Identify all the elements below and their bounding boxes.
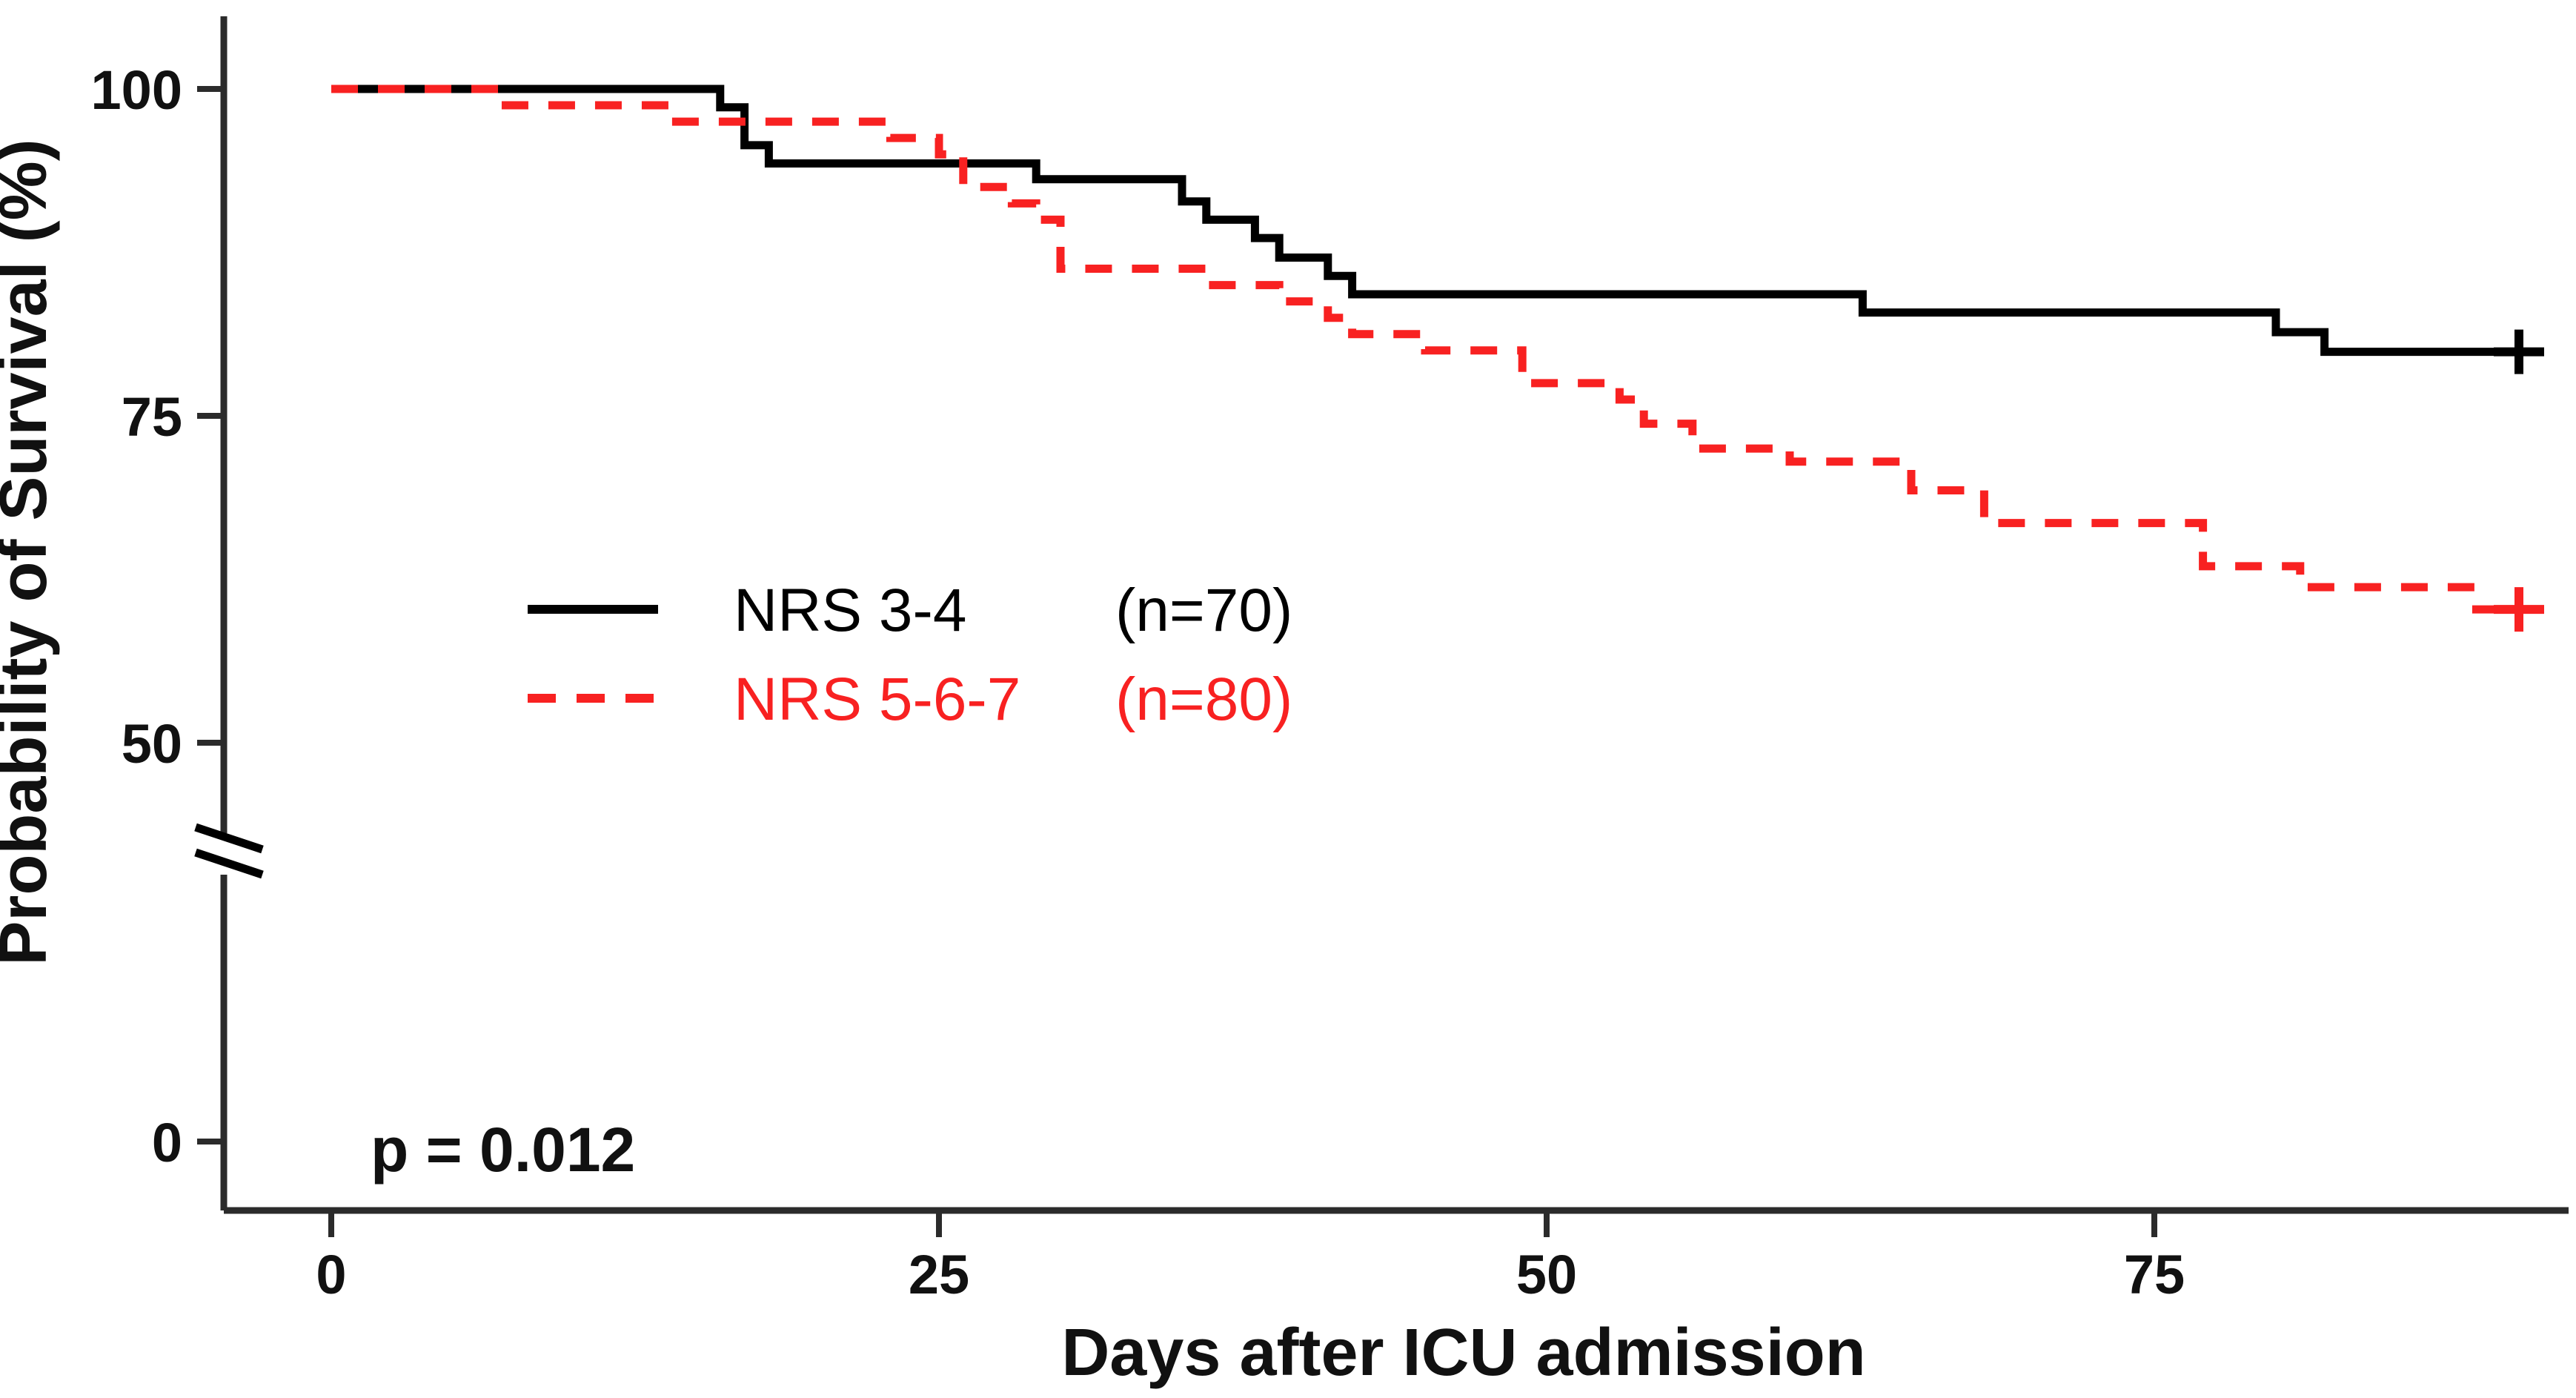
axis-break-slash-2 <box>194 848 264 879</box>
y-tick-label-50: 50 <box>122 713 182 775</box>
x-tick-label-25: 25 <box>909 1244 969 1305</box>
legend-count-nrs567: (n=80) <box>1115 666 1292 733</box>
x-tick-label-75: 75 <box>2124 1244 2185 1305</box>
y-axis-title: Probability of Survival (%) <box>0 139 61 965</box>
y-tick-label-0: 0 <box>152 1112 182 1173</box>
censor-mark-nrs-5-6-7 <box>2494 587 2544 632</box>
x-axis-title: Days after ICU admission <box>1061 1316 1865 1390</box>
survival-curves <box>331 85 2544 632</box>
axes <box>194 16 2569 1214</box>
legend-count-nrs34: (n=70) <box>1115 577 1292 644</box>
legend: NRS 3-4 (n=70) NRS 5-6-7 (n=80) <box>528 577 1292 733</box>
survival-curve-nrs-5-6-7 <box>331 85 2526 614</box>
p-value-annotation: p = 0.012 <box>371 1115 635 1185</box>
x-axis-ticks: 0 25 50 75 <box>316 1210 2185 1305</box>
survival-curve-nrs-3-4 <box>331 85 2534 357</box>
axis-break-slash-1 <box>194 823 264 854</box>
y-axis-ticks: 100 75 50 0 <box>91 59 224 1173</box>
x-tick-label-50: 50 <box>1516 1244 1577 1305</box>
legend-label-nrs567: NRS 5-6-7 <box>734 666 1020 733</box>
censor-mark-nrs-3-4 <box>2494 329 2544 374</box>
y-tick-label-75: 75 <box>122 386 182 448</box>
legend-label-nrs34: NRS 3-4 <box>734 577 966 644</box>
x-tick-label-0: 0 <box>316 1244 346 1305</box>
y-tick-label-100: 100 <box>91 59 182 121</box>
